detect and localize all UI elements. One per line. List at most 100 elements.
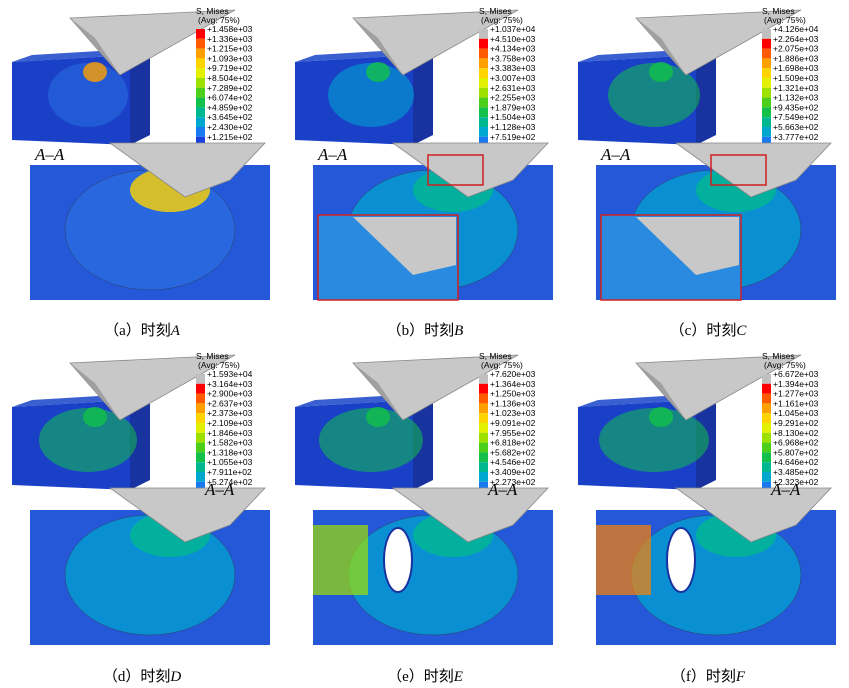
legend-swatch	[196, 403, 205, 413]
legend-swatch	[479, 443, 488, 453]
legend-value: +8.130e+02	[773, 428, 819, 438]
caption-prefix: （d）时刻	[103, 668, 171, 685]
legend-swatch	[762, 78, 771, 88]
legend-value: +1.215e+03	[207, 44, 253, 54]
legend-value: +6.818e+02	[490, 438, 536, 448]
legend-value: +1.132e+03	[773, 93, 819, 103]
legend-value: +9.435e+02	[773, 102, 819, 112]
legend-swatch	[196, 29, 205, 39]
caption-prefix: （e）时刻	[387, 668, 454, 685]
legend-value: +1.593e+04	[207, 369, 253, 379]
panel: S, Mises(Avg: 75%)+1.593e+04+3.164e+03+2…	[12, 351, 270, 685]
legend-swatch	[762, 443, 771, 453]
legend-value: +1.136e+03	[490, 398, 536, 408]
legend-value: +1.321e+03	[773, 83, 819, 93]
legend-value: +1.037e+04	[490, 24, 536, 34]
legend-swatch	[196, 88, 205, 98]
legend-value: +7.620e+03	[490, 369, 536, 379]
legend-swatch	[479, 127, 488, 137]
legend-value: +3.383e+03	[490, 63, 536, 73]
caption-prefix: （f）时刻	[671, 668, 736, 685]
panel: S, Mises(Avg: 75%)+7.620e+03+1.364e+03+1…	[295, 351, 553, 685]
legend-value: +6.968e+02	[773, 438, 819, 448]
section-label: A–A	[600, 145, 631, 164]
legend-swatch	[479, 98, 488, 108]
panel: S, Mises(Avg: 75%)+4.126e+04+2.264e+03+2…	[578, 6, 836, 339]
legend-swatch	[762, 472, 771, 482]
legend-value: +1.879e+03	[490, 102, 536, 112]
caption-prefix: （c）时刻	[670, 322, 737, 339]
legend-value: +1.128e+03	[490, 122, 536, 132]
legend-value: +1.846e+03	[207, 428, 253, 438]
legend-swatch	[762, 58, 771, 68]
legend-value: +1.364e+03	[490, 379, 536, 389]
legend-value: +9.719e+02	[207, 63, 253, 73]
legend-value: +4.126e+04	[773, 24, 819, 34]
legend-value: +9.091e+02	[490, 418, 536, 428]
legend-swatch	[479, 462, 488, 472]
legend-value: +2.255e+03	[490, 93, 536, 103]
legend-swatch	[762, 29, 771, 39]
legend-value: +2.264e+03	[773, 34, 819, 44]
legend-value: +6.074e+02	[207, 93, 253, 103]
section-label: A–A	[770, 480, 801, 499]
legend-swatch	[479, 413, 488, 423]
section-region	[596, 525, 651, 595]
caption: （c）时刻C	[670, 322, 748, 339]
legend-value: +2.631e+03	[490, 83, 536, 93]
legend-value: +1.509e+03	[773, 73, 819, 83]
legend-value: +3.645e+02	[207, 112, 253, 122]
legend-value: +7.911e+02	[207, 467, 252, 477]
stress-zone	[83, 407, 107, 427]
legend-swatch	[196, 117, 205, 127]
legend-swatch	[762, 117, 771, 127]
legend-value: +1.504e+03	[490, 112, 536, 122]
legend-value: +2.373e+03	[207, 408, 253, 418]
legend-value: +1.318e+03	[207, 447, 253, 457]
legend-swatch	[479, 78, 488, 88]
panel: S, Mises(Avg: 75%)+1.458e+03+1.336e+03+1…	[12, 6, 270, 339]
section-label: A–A	[487, 480, 518, 499]
legend-swatch	[479, 394, 488, 404]
legend-swatch	[196, 127, 205, 137]
legend-value: +5.807e+02	[773, 447, 819, 457]
legend-value: +1.250e+03	[490, 389, 536, 399]
legend-swatch	[762, 374, 771, 384]
legend-swatch	[479, 423, 488, 433]
legend-value: +3.777e+02	[773, 132, 819, 142]
legend-swatch	[196, 49, 205, 59]
legend-value: +7.955e+02	[490, 428, 536, 438]
caption-var: E	[453, 669, 463, 685]
legend-value: +7.519e+02	[490, 132, 536, 142]
legend-value: +5.663e+02	[773, 122, 819, 132]
legend-value: +1.093e+03	[207, 53, 253, 63]
legend-swatch	[479, 68, 488, 78]
section-label: A–A	[317, 145, 348, 164]
legend-swatch	[762, 384, 771, 394]
stress-zone	[366, 62, 390, 82]
section-label: A–A	[34, 145, 65, 164]
legend-swatch	[479, 39, 488, 49]
legend-value: +2.637e+03	[207, 398, 253, 408]
legend-swatch	[479, 88, 488, 98]
legend-value: +1.215e+02	[207, 132, 253, 142]
caption-var: D	[169, 669, 181, 685]
legend-swatch	[762, 98, 771, 108]
legend-value: +8.504e+02	[207, 73, 253, 83]
legend-value: +1.023e+03	[490, 408, 536, 418]
legend-swatch	[762, 433, 771, 443]
legend-swatch	[479, 49, 488, 59]
legend-value: +4.546e+02	[490, 457, 536, 467]
legend-value: +2.900e+03	[207, 389, 253, 399]
legend-value: +1.394e+03	[773, 379, 819, 389]
legend-swatch	[479, 384, 488, 394]
legend-value: +4.510e+03	[490, 34, 536, 44]
legend-swatch	[196, 78, 205, 88]
legend-swatch	[762, 452, 771, 462]
legend-swatch	[196, 472, 205, 482]
legend-swatch	[196, 58, 205, 68]
legend-swatch	[196, 374, 205, 384]
legend-value: +1.582e+03	[207, 438, 253, 448]
stress-zone	[649, 62, 673, 82]
fracture	[384, 528, 412, 592]
